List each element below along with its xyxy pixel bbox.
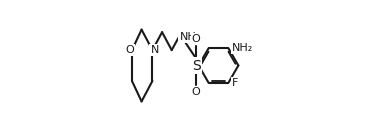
Text: O: O bbox=[192, 34, 200, 44]
Text: NH: NH bbox=[180, 32, 196, 42]
Text: O: O bbox=[125, 45, 134, 55]
Text: NH₂: NH₂ bbox=[232, 43, 253, 53]
Text: S: S bbox=[192, 59, 200, 72]
Text: N: N bbox=[150, 45, 159, 55]
Text: F: F bbox=[232, 78, 238, 88]
Text: O: O bbox=[192, 87, 200, 97]
